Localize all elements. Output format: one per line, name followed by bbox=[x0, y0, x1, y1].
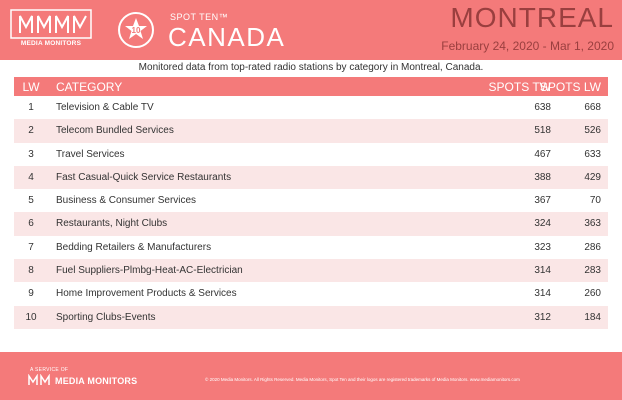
cell-spots-tw: 314 bbox=[534, 265, 551, 277]
cell-category: Travel Services bbox=[56, 148, 125, 160]
cell-category: Home Improvement Products & Services bbox=[56, 288, 237, 300]
cell-spots-lw: 283 bbox=[584, 265, 601, 277]
cell-category: Restaurants, Night Clubs bbox=[56, 218, 168, 230]
cell-spots-tw: 638 bbox=[534, 102, 551, 113]
cell-spots-tw: 314 bbox=[534, 288, 551, 300]
cell-spots-tw: 388 bbox=[534, 171, 551, 183]
country-title: CANADA bbox=[168, 22, 286, 52]
cell-category: Sporting Clubs-Events bbox=[56, 311, 156, 323]
table-row: 2 Telecom Bundled Services 518 526 bbox=[14, 119, 608, 143]
logo-text: MEDIA MONITORS bbox=[20, 40, 82, 47]
cell-spots-lw: 363 bbox=[584, 218, 601, 230]
cell-spots-tw: 367 bbox=[534, 195, 551, 207]
cell-spots-lw: 286 bbox=[584, 241, 601, 253]
cell-spots-lw: 526 bbox=[584, 125, 601, 137]
table-row: 4 Fast Casual-Quick Service Restaurants … bbox=[14, 165, 608, 190]
media-monitors-logo: MEDIA MONITORS bbox=[10, 9, 92, 51]
mm-logo-icon bbox=[10, 9, 92, 39]
table-row: 6 Restaurants, Night Clubs 324 363 bbox=[14, 212, 608, 236]
cell-category: Television & Cable TV bbox=[56, 102, 154, 113]
spots-table: LW CATEGORY SPOTS TW SPOTS LW 1 Televisi… bbox=[14, 77, 608, 329]
cell-spots-lw: 668 bbox=[584, 102, 601, 113]
cell-category: Business & Consumer Services bbox=[56, 195, 197, 207]
cell-spots-tw: 312 bbox=[534, 311, 551, 323]
cell-spots-lw: 633 bbox=[584, 148, 601, 160]
service-label: A SERVICE OF bbox=[30, 367, 69, 373]
cell-spots-tw: 324 bbox=[534, 218, 551, 230]
cell-lw: 10 bbox=[25, 311, 37, 323]
footer-banner: A SERVICE OF MEDIA MONITORS © 2020 Media… bbox=[0, 352, 622, 400]
table-row: 7 Bedding Retailers & Manufacturers 323 … bbox=[14, 236, 608, 259]
header-lw: LW bbox=[22, 80, 40, 94]
cell-category: Fuel Suppliers-Plmbg-Heat-AC-Electrician bbox=[56, 265, 243, 277]
footer-mm-icon bbox=[28, 374, 50, 385]
cell-spots-lw: 429 bbox=[584, 171, 601, 183]
header-category: CATEGORY bbox=[56, 80, 123, 94]
cell-spots-tw: 467 bbox=[534, 148, 551, 160]
table-row: 1 Television & Cable TV 638 668 bbox=[14, 96, 608, 119]
cell-spots-lw: 184 bbox=[584, 311, 601, 323]
cell-lw: 2 bbox=[28, 125, 34, 137]
cell-lw: 4 bbox=[28, 171, 34, 183]
badge-number: 10 bbox=[131, 26, 141, 35]
copyright-text: © 2020 Media Monitors. All Rights Reserv… bbox=[205, 377, 520, 382]
spot-ten-label: SPOT TEN™ bbox=[170, 12, 229, 22]
cell-spots-tw: 323 bbox=[534, 241, 551, 253]
cell-category: Fast Casual-Quick Service Restaurants bbox=[56, 171, 232, 183]
table-row: 10 Sporting Clubs-Events 312 184 bbox=[14, 305, 608, 329]
cell-lw: 1 bbox=[28, 102, 34, 113]
spot-ten-badge: 10 bbox=[118, 12, 154, 48]
cell-spots-tw: 518 bbox=[534, 125, 551, 137]
cell-category: Bedding Retailers & Manufacturers bbox=[56, 241, 212, 253]
cell-spots-lw: 260 bbox=[584, 288, 601, 300]
header-spots-tw: SPOTS TW bbox=[488, 80, 551, 94]
cell-lw: 9 bbox=[28, 288, 34, 300]
cell-category: Telecom Bundled Services bbox=[56, 125, 174, 137]
footer-logo-text: MEDIA MONITORS bbox=[55, 376, 138, 386]
subtitle: Monitored data from top-rated radio stat… bbox=[138, 62, 484, 73]
city-title: MONTREAL bbox=[450, 2, 614, 33]
cell-lw: 6 bbox=[28, 218, 34, 230]
table-row: 3 Travel Services 467 633 bbox=[14, 143, 608, 166]
cell-lw: 3 bbox=[28, 148, 34, 160]
cell-lw: 8 bbox=[28, 265, 34, 277]
header-banner: MEDIA MONITORS 10 SPOT TEN™ CANADA MONTR… bbox=[0, 0, 622, 60]
star-icon bbox=[125, 18, 147, 39]
table-row: 5 Business & Consumer Services 367 70 bbox=[14, 189, 608, 212]
table-row: 8 Fuel Suppliers-Plmbg-Heat-AC-Electrici… bbox=[14, 259, 608, 283]
table-row: 9 Home Improvement Products & Services 3… bbox=[14, 282, 608, 305]
table-header: LW CATEGORY SPOTS TW SPOTS LW bbox=[14, 77, 608, 96]
cell-spots-lw: 70 bbox=[589, 195, 601, 207]
cell-lw: 5 bbox=[28, 195, 34, 207]
date-range: February 24, 2020 - Mar 1, 2020 bbox=[441, 39, 614, 53]
header-spots-lw: SPOTS LW bbox=[539, 80, 601, 94]
cell-lw: 7 bbox=[28, 241, 34, 253]
